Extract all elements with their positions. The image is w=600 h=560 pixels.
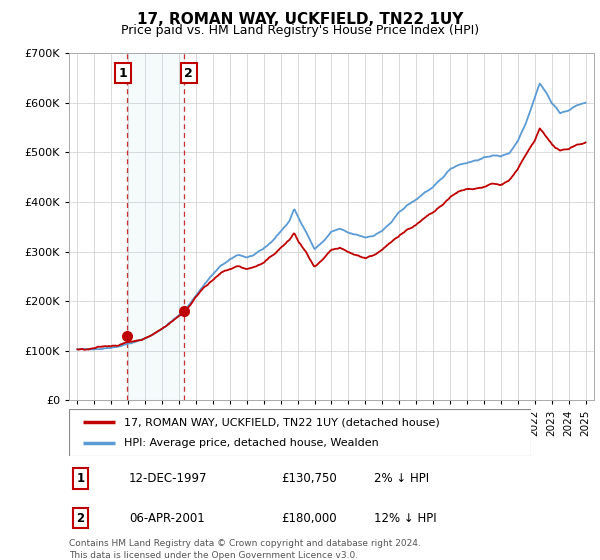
Text: 06-APR-2001: 06-APR-2001 bbox=[129, 512, 205, 525]
Text: £130,750: £130,750 bbox=[281, 472, 337, 485]
Text: 12% ↓ HPI: 12% ↓ HPI bbox=[374, 512, 437, 525]
Text: 12-DEC-1997: 12-DEC-1997 bbox=[129, 472, 208, 485]
Text: 17, ROMAN WAY, UCKFIELD, TN22 1UY (detached house): 17, ROMAN WAY, UCKFIELD, TN22 1UY (detac… bbox=[124, 417, 440, 427]
Text: £180,000: £180,000 bbox=[281, 512, 337, 525]
Text: 2% ↓ HPI: 2% ↓ HPI bbox=[374, 472, 429, 485]
Text: 1: 1 bbox=[76, 472, 85, 485]
Text: 2: 2 bbox=[184, 67, 193, 80]
Text: HPI: Average price, detached house, Wealden: HPI: Average price, detached house, Weal… bbox=[124, 438, 379, 448]
Text: Contains HM Land Registry data © Crown copyright and database right 2024.
This d: Contains HM Land Registry data © Crown c… bbox=[69, 539, 421, 559]
Bar bbox=[127, 53, 184, 400]
FancyBboxPatch shape bbox=[69, 409, 531, 456]
Text: 17, ROMAN WAY, UCKFIELD, TN22 1UY: 17, ROMAN WAY, UCKFIELD, TN22 1UY bbox=[137, 12, 463, 27]
Text: 2: 2 bbox=[76, 512, 85, 525]
Text: Price paid vs. HM Land Registry's House Price Index (HPI): Price paid vs. HM Land Registry's House … bbox=[121, 24, 479, 36]
Text: 1: 1 bbox=[119, 67, 128, 80]
